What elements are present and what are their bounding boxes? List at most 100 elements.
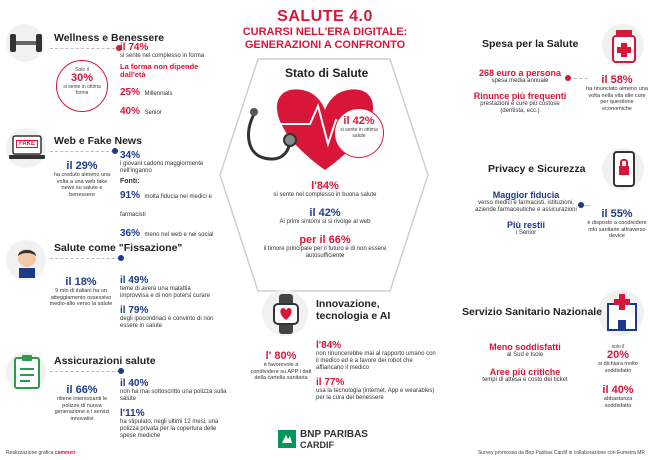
privacy-stat1-text: verso medici e farmacisti, istituzioni, … (475, 200, 577, 213)
worried-person-icon (18, 249, 36, 278)
assicurazioni-stat1-value: il 40% (120, 378, 149, 389)
assicurazioni-stat2-text: ha stipulato, negli ultimi 12 mesi, una … (120, 419, 219, 439)
fake-circle-block: il 29% ha creduto almeno una volta a una… (50, 160, 114, 198)
spesa-stat1-text: spesa media annuale (491, 78, 549, 84)
innovazione-stats: l'84% non rinuncerebbe mai al rapporto u… (316, 340, 436, 402)
fake-stat2-text: molta fiducia nei medici e farmacisti (120, 194, 212, 218)
ssn-title: Servizio Sanitario Nazionale (462, 306, 603, 318)
fake-icon-label: FAKE (16, 140, 39, 148)
stato-stat2-text: Ai primi sintomi si si rivolge al web (279, 219, 371, 225)
stato-stat1-text: si sente nel complesso in buona salute (273, 192, 377, 198)
footer-brand-name: BNP PARIBAS (300, 429, 368, 440)
fake-stat1-text: i giovani cadono maggiormente nell'ingan… (120, 161, 204, 174)
wellness-stat3-value: 40% (120, 106, 141, 117)
main-title: SALUTE 4.0 (277, 8, 373, 25)
fissazione-title: Salute come "Fissazione" (54, 242, 183, 254)
assicurazioni-stats: il 40% non ha mai sottoscritto una poliz… (120, 378, 230, 440)
spesa-stat1-value: 268 euro a persona (478, 68, 562, 78)
ssn-circle-1: solo il 20% si dichiara molto soddisfatt… (590, 344, 646, 374)
stato-circle-value: il 42% (343, 115, 375, 127)
innovazione-circle-value: l' 80% (265, 350, 297, 362)
assicurazioni-title: Assicurazioni salute (54, 355, 156, 367)
fake-stats: 34% i giovani cadono maggiormente nell'i… (120, 150, 220, 241)
fissazione-stat2-text: degli ipocondriaci è convinto di non ess… (120, 316, 214, 329)
fake-circle-text: ha creduto almeno una volta a una web fa… (53, 172, 111, 198)
innovazione-stat2-value: il 77% (316, 377, 345, 388)
innovazione-title-text: Innovazione, tecnologia e AI (316, 298, 391, 322)
footer-credit: Realizzazione grafica cammeri (6, 450, 76, 456)
wellness-circle-text: si sente in ottima forma (63, 84, 101, 96)
ssn-stat2-text: tempi di attesa e costo dei ticket (482, 377, 568, 383)
wellness-circle-value: 30% (70, 72, 94, 84)
wellness-stat2-value: 25% (120, 87, 141, 98)
main-subtitle-1: CURARSI NELL'ERA DIGITALE: (242, 26, 408, 38)
ssn-circle2-text: abbastanza soddisfatto (603, 396, 633, 409)
assicurazioni-stat2-value: l'11% (120, 408, 145, 419)
ssn-stat2-value: Aree più critiche (489, 367, 561, 377)
stato-circle: il 42% si sente in ottima salute (334, 108, 384, 158)
wellness-title: Wellness e Benessere (54, 32, 165, 44)
page-title: SALUTE 4.0 CURARSI NELL'ERA DIGITALE: GE… (230, 8, 420, 52)
assicurazioni-circle-value: il 66% (66, 384, 98, 396)
spesa-title: Spesa per la Salute (482, 38, 579, 50)
fissazione-stat2-value: il 79% (120, 305, 149, 316)
footer-survey: Survey promossa da Bnp Paribas Cardif in… (477, 450, 645, 456)
privacy-circle-text: è disposto a condividere info sanitarie … (587, 220, 647, 239)
assicurazioni-circle-text: ritiene interessanti le polizze di nuova… (54, 396, 110, 422)
fake-stat1-value: 34% (120, 150, 141, 161)
medicine-bottle-icon (612, 30, 636, 63)
stato-stat3-value: per il 66% (299, 234, 351, 246)
assicurazioni-stat1-text: non ha mai sottoscritto una polizza sull… (120, 389, 227, 402)
stato-stat1-value: l'84% (311, 180, 339, 192)
laptop-icon (9, 135, 45, 159)
fissazione-stat1-value: il 49% (120, 275, 149, 286)
ssn-stats: Meno soddisfatti al Sud e Isole Aree più… (470, 342, 580, 384)
privacy-stat2-value: Più restii (506, 220, 545, 230)
stato-stat3-text: il timore principale per il futuro è di … (263, 246, 387, 259)
innovazione-stat1-text: non rinuncerebbe mai al rapporto umano c… (316, 351, 436, 371)
fissazione-circle-text: 9 mln di italiani ha un atteggiamento os… (49, 288, 113, 307)
ssn-stat1-value: Meno soddisfatti (489, 342, 561, 352)
fissazione-circle: il 18% 9 mln di italiani ha un atteggiam… (45, 270, 117, 328)
hospital-icon (607, 294, 637, 331)
privacy-title: Privacy e Sicurezza (488, 163, 586, 175)
fissazione-stat1-text: teme di avere una malattia improvvisa e … (120, 286, 211, 299)
wellness-stats: il 74% si sente nel complesso in forma L… (120, 42, 220, 119)
smartwatch-icon (273, 294, 299, 334)
fissazione-stats: il 49% teme di avere una malattia improv… (120, 275, 220, 330)
privacy-circle-value: il 55% (601, 208, 633, 220)
wellness-circle: Solo il 30% si sente in ottima forma (56, 60, 108, 112)
ssn-circle1-value: 20% (606, 349, 630, 361)
bnp-logo-icon (278, 430, 296, 448)
ssn-circle-2: il 40% abbastanza soddisfatto (590, 384, 646, 409)
innovazione-circle: l' 80% è favorevole a condividere su APP… (250, 350, 312, 382)
fake-sources-label: Fonti: (120, 178, 140, 185)
innovazione-stat1-value: l'84% (316, 340, 342, 351)
clipboard-icon (14, 355, 40, 389)
main-subtitle-2: GENERAZIONI A CONFRONTO (244, 39, 406, 51)
stato-stats: l'84% si sente nel complesso in buona sa… (240, 180, 410, 260)
phone-lock-icon (613, 151, 635, 187)
privacy-stat1-value: Maggior fiducia (492, 190, 560, 200)
stato-stat2-value: il 42% (309, 207, 341, 219)
footer-brand-sub: CARDIF (300, 440, 334, 450)
spesa-stat2-value: Rinunce più frequenti (473, 91, 567, 101)
ssn-circle2-value: il 40% (602, 384, 634, 396)
spesa-circle-text: ha rinunciato almeno una volta nella vit… (586, 86, 648, 112)
privacy-stats: Maggior fiducia verso medici e farmacist… (470, 190, 582, 237)
spesa-stats: 268 euro a persona spesa media annuale R… (460, 68, 580, 115)
innovazione-circle-text: è favorevole a condividere su APP i dati… (250, 362, 312, 381)
heart-stethoscope-icon (247, 89, 375, 170)
innovazione-stat2-text: usa la tecnologia (internet, App e weara… (316, 388, 435, 401)
footer-credit-brand: cammeri (54, 450, 76, 456)
footer-credit-prefix: Realizzazione grafica (6, 450, 54, 456)
footer-brand: BNP PARIBAS CARDIF (300, 429, 368, 451)
wellness-stat3-text: Senior (144, 110, 162, 116)
privacy-stat2-text: i Senior (515, 230, 537, 236)
assicurazioni-circle: il 66% ritiene interessanti le polizze d… (50, 384, 114, 422)
fake-circle-value: il 29% (66, 160, 98, 172)
wellness-stat2-text: Millennials (144, 91, 173, 97)
fake-stat3-value: 36% (120, 228, 141, 239)
privacy-circle: il 55% è disposto a condividere info san… (586, 208, 648, 240)
spesa-circle-value: il 58% (601, 74, 633, 86)
